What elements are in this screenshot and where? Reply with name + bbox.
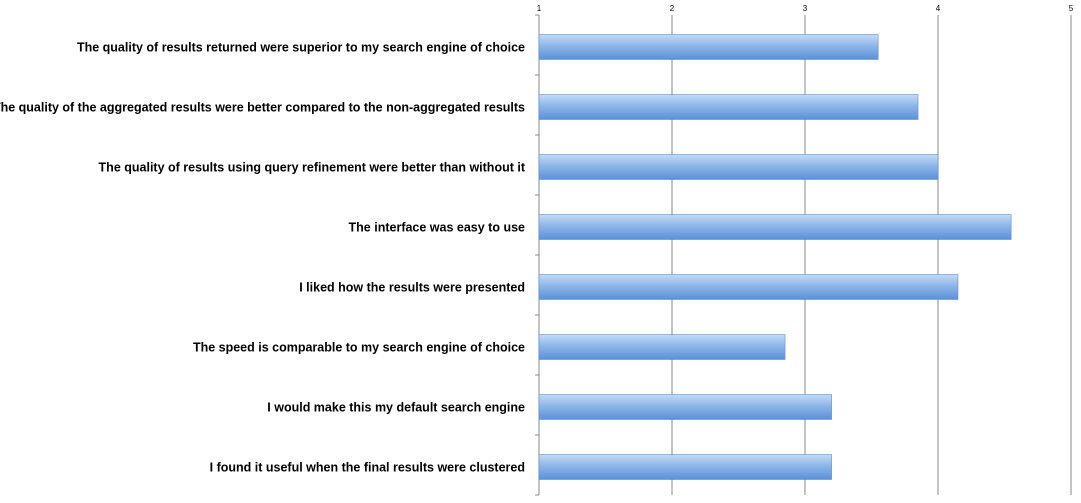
bar bbox=[538, 154, 939, 180]
x-tick-label: 1 bbox=[537, 4, 542, 13]
category-label: The interface was easy to use bbox=[349, 221, 526, 235]
bar bbox=[538, 334, 786, 360]
gridlines bbox=[671, 15, 1072, 495]
category-labels: The quality of results returned were sup… bbox=[0, 41, 526, 475]
value-axis: 1 2 3 4 5 bbox=[537, 4, 1074, 13]
category-label: The speed is comparable to my search eng… bbox=[193, 341, 525, 355]
bar bbox=[538, 34, 879, 60]
category-label: The quality of the aggregated results we… bbox=[0, 101, 525, 115]
category-axis bbox=[535, 14, 540, 496]
x-tick-label: 3 bbox=[803, 4, 808, 13]
bar bbox=[538, 454, 832, 480]
x-tick-label: 5 bbox=[1069, 4, 1074, 13]
category-label: I found it useful when the final results… bbox=[210, 461, 525, 475]
bar bbox=[538, 274, 959, 300]
bars bbox=[538, 34, 1012, 480]
bar bbox=[538, 394, 832, 420]
x-tick-label: 4 bbox=[936, 4, 941, 13]
bar bbox=[538, 214, 1012, 240]
category-label: I liked how the results were presented bbox=[299, 281, 525, 295]
bar bbox=[538, 94, 919, 120]
category-label: I would make this my default search engi… bbox=[267, 401, 525, 415]
x-tick-label: 2 bbox=[670, 4, 675, 13]
category-label: The quality of results using query refin… bbox=[99, 161, 526, 175]
category-label: The quality of results returned were sup… bbox=[77, 41, 525, 55]
